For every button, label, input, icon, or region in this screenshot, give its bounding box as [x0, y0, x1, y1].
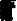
- Legend: FTC, LS180, T47D, A549, TE671, SKNAS, MOGGCCM: FTC, LS180, T47D, A549, TE671, SKNAS, MO…: [0, 0, 2, 21]
- Point: [2, 8, 3, 9]
- Text: FIG. 1: FIG. 1: [1, 0, 17, 20]
